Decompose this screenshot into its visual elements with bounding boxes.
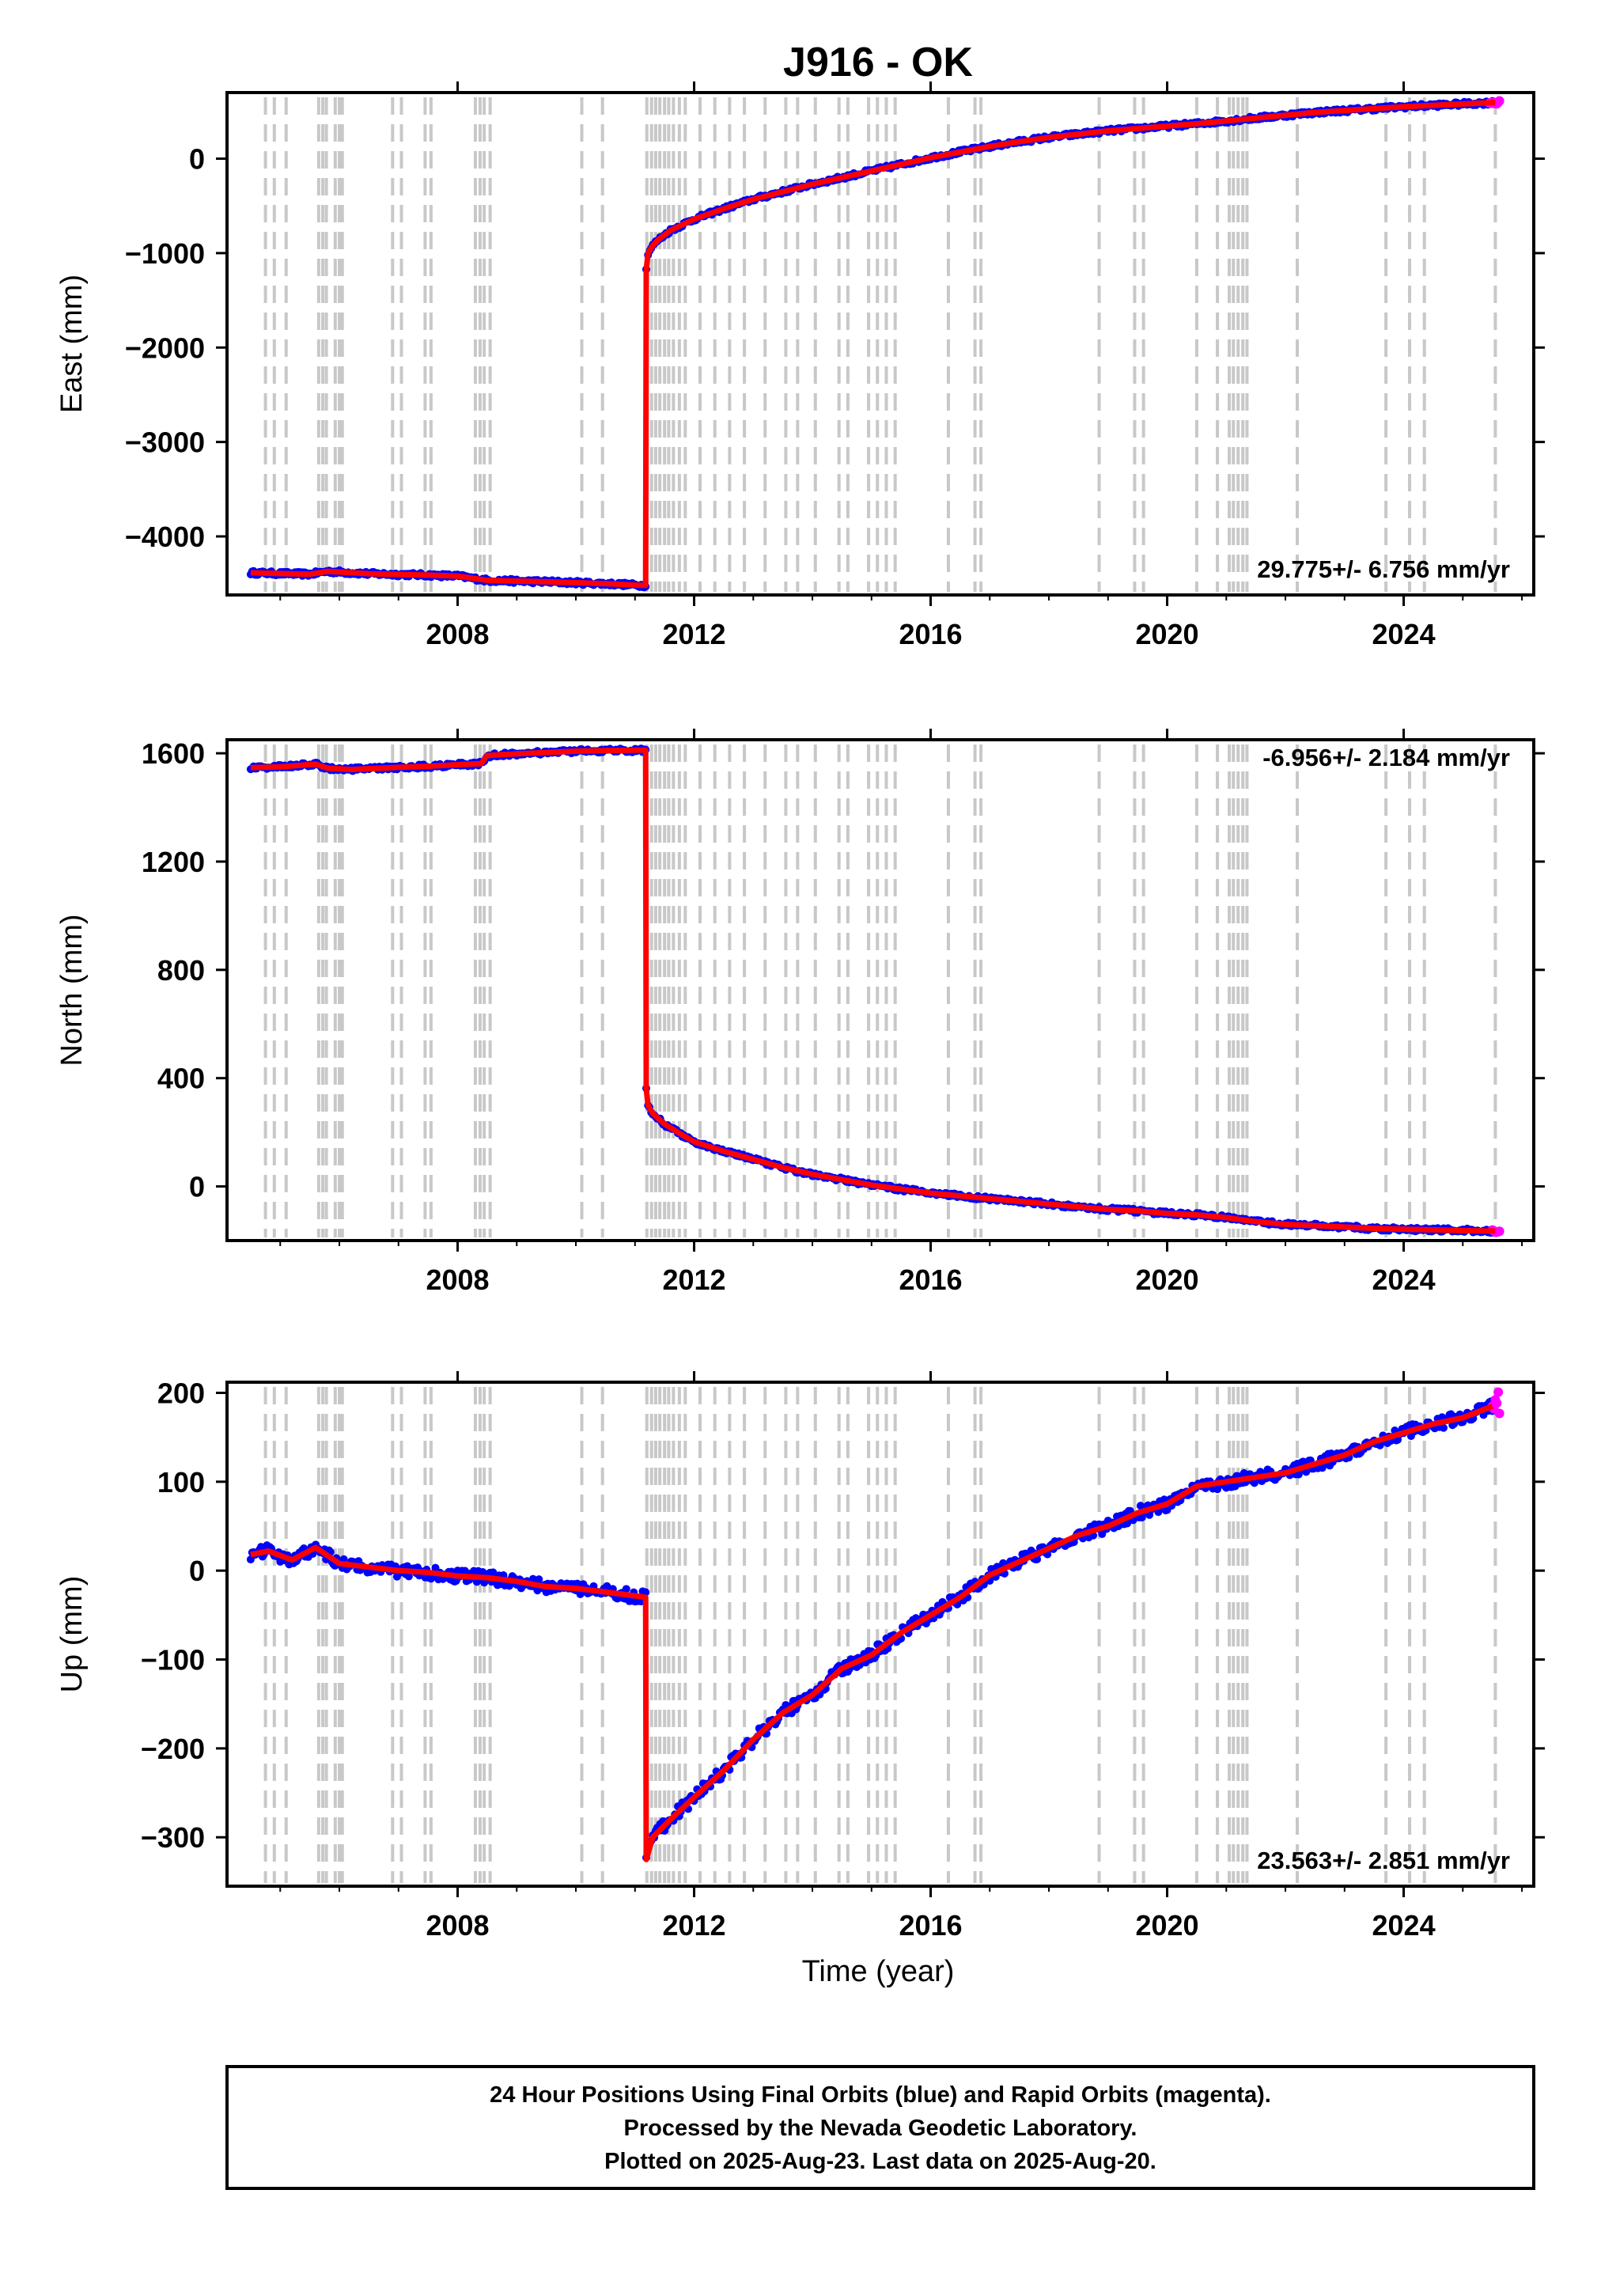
x-tick-label: 2024 bbox=[1372, 1264, 1436, 1296]
footer-line-1: 24 Hour Positions Using Final Orbits (bl… bbox=[490, 2082, 1271, 2108]
model-line bbox=[250, 1404, 1493, 1862]
final-point bbox=[528, 1574, 537, 1583]
x-tick-label: 2024 bbox=[1372, 1909, 1436, 1942]
footer-box: 24 Hour Positions Using Final Orbits (bl… bbox=[225, 2065, 1535, 2190]
rate-label: 29.775+/- 6.756 mm/yr bbox=[1257, 555, 1510, 583]
y-tick-label: 800 bbox=[157, 954, 205, 987]
plot-frame bbox=[225, 1381, 1535, 1888]
y-tick-label: 400 bbox=[157, 1063, 205, 1095]
y-tick-label: 0 bbox=[189, 1171, 205, 1203]
rapid-point bbox=[1494, 1226, 1504, 1237]
data-points bbox=[246, 1387, 1504, 1862]
y-axis-label: East (mm) bbox=[55, 275, 89, 413]
final-point bbox=[404, 1572, 413, 1581]
x-tick-label: 2016 bbox=[899, 1264, 962, 1296]
y-tick-label: 1600 bbox=[142, 737, 205, 770]
rapid-point bbox=[1493, 1387, 1504, 1397]
axis-ticks: 2008 2012 2016 2020 2024 200 100 0 −100 −200 −300 bbox=[141, 1371, 1545, 1942]
x-tick-label: 2012 bbox=[662, 1264, 725, 1296]
final-point bbox=[505, 1582, 513, 1590]
final-point bbox=[1136, 1502, 1145, 1510]
y-tick-label: 1200 bbox=[142, 846, 205, 878]
y-tick-label: 100 bbox=[157, 1466, 205, 1498]
axis-ticks: 2008 2012 2016 2020 2024 0 −1000 −2000 −3000 −400… bbox=[125, 81, 1545, 650]
panel-east: 2008 2012 2016 2020 2024 0 −1000 −2000 −3000 −400… bbox=[55, 81, 1545, 650]
event-lines bbox=[263, 97, 1497, 592]
final-point bbox=[622, 1585, 630, 1593]
event-lines bbox=[263, 1387, 1497, 1883]
chart-title: J916 - OK bbox=[783, 40, 973, 85]
x-tick-label: 2016 bbox=[899, 618, 962, 650]
y-tick-label: −200 bbox=[141, 1733, 205, 1765]
x-tick-label: 2024 bbox=[1372, 618, 1436, 650]
x-tick-label: 2020 bbox=[1135, 1264, 1198, 1296]
y-axis-label: Up (mm) bbox=[55, 1576, 89, 1693]
x-tick-label: 2008 bbox=[426, 1909, 489, 1942]
y-tick-label: 0 bbox=[189, 1555, 205, 1587]
y-tick-label: −1000 bbox=[125, 237, 205, 270]
x-tick-label: 2020 bbox=[1135, 618, 1198, 650]
y-tick-label: 0 bbox=[189, 143, 205, 176]
plot-frame bbox=[225, 738, 1535, 1242]
axis-ticks: 2008 2012 2016 2020 2024 1600 1200 800 400 0 bbox=[142, 729, 1545, 1296]
x-axis-label: Time (year) bbox=[802, 1955, 955, 1988]
final-point bbox=[1440, 1423, 1448, 1432]
model-line bbox=[250, 100, 1496, 589]
rapid-point bbox=[1494, 96, 1504, 106]
y-tick-label: −300 bbox=[141, 1821, 205, 1854]
x-tick-label: 2012 bbox=[662, 618, 725, 650]
rapid-point bbox=[1494, 1408, 1504, 1419]
panel-north: 2008 2012 2016 2020 2024 1600 1200 800 400 0 Nort… bbox=[55, 729, 1545, 1296]
y-tick-label: −3000 bbox=[125, 426, 205, 459]
final-point bbox=[460, 1567, 469, 1575]
rate-label: -6.956+/- 2.184 mm/yr bbox=[1262, 744, 1510, 771]
footer-line-2: Processed by the Nevada Geodetic Laborat… bbox=[624, 2116, 1137, 2141]
y-tick-label: 200 bbox=[157, 1377, 205, 1409]
event-lines bbox=[263, 744, 1497, 1237]
rate-label: 23.563+/- 2.851 mm/yr bbox=[1257, 1847, 1510, 1874]
rapid-point bbox=[1492, 1398, 1502, 1408]
x-tick-label: 2008 bbox=[426, 1264, 489, 1296]
x-tick-label: 2008 bbox=[426, 618, 489, 650]
footer-line-3: Plotted on 2025-Aug-23. Last data on 202… bbox=[604, 2149, 1156, 2174]
data-points bbox=[246, 744, 1504, 1237]
x-tick-label: 2012 bbox=[662, 1909, 725, 1942]
footer-frame bbox=[225, 2065, 1535, 2190]
final-point bbox=[535, 1575, 543, 1584]
panel-up: 2008 2012 2016 2020 20242001000−100−200−300 … bbox=[55, 1371, 1545, 1942]
y-axis-label: North (mm) bbox=[55, 914, 89, 1066]
model-line bbox=[250, 747, 1496, 1234]
plot-frame bbox=[225, 91, 1535, 597]
y-tick-label: −4000 bbox=[125, 521, 205, 553]
x-tick-label: 2020 bbox=[1135, 1909, 1198, 1942]
y-tick-label: −100 bbox=[141, 1644, 205, 1677]
y-tick-label: −2000 bbox=[125, 332, 205, 364]
x-tick-label: 2016 bbox=[899, 1909, 962, 1942]
